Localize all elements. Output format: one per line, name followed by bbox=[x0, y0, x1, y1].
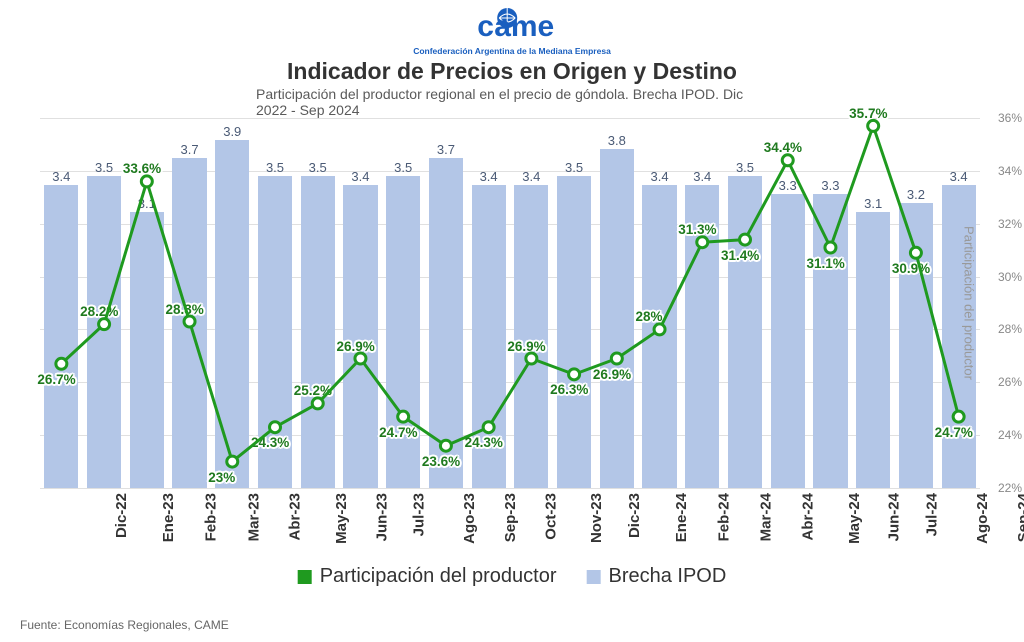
line-marker bbox=[227, 456, 238, 467]
x-axis-label: May-24 bbox=[846, 493, 863, 544]
logo-ame: ame bbox=[494, 10, 554, 43]
line-marker bbox=[398, 411, 409, 422]
right-axis-title: Participación del productor bbox=[962, 226, 977, 380]
x-axis-label: Jul-24 bbox=[924, 493, 941, 536]
x-axis-label: Jun-23 bbox=[373, 493, 390, 541]
right-tick: 36% bbox=[998, 111, 1022, 125]
chart-subtitle: Participación del productor regional en … bbox=[256, 86, 768, 118]
logo: c ame Confederación Argentina de la Medi… bbox=[413, 6, 611, 56]
came-logo-icon: c ame bbox=[427, 6, 597, 46]
x-axis-label: Abr-24 bbox=[800, 493, 817, 541]
x-axis-label: Mar-24 bbox=[758, 493, 775, 541]
x-axis-label: Nov-23 bbox=[588, 493, 605, 543]
x-axis-label: Dic-23 bbox=[626, 493, 643, 538]
legend-label-bars: Brecha IPOD bbox=[608, 565, 726, 588]
x-axis-label: Abr-23 bbox=[287, 493, 304, 541]
source-line: Fuente: Economías Regionales, CAME bbox=[20, 618, 229, 632]
right-tick: 32% bbox=[998, 217, 1022, 231]
line-marker bbox=[56, 358, 67, 369]
right-tick: 28% bbox=[998, 322, 1022, 336]
line-marker bbox=[270, 422, 281, 433]
x-axis-label: Feb-24 bbox=[715, 493, 732, 541]
line-marker bbox=[526, 353, 537, 364]
legend-label-line: Participación del productor bbox=[320, 565, 557, 588]
x-axis-label: Ene-24 bbox=[673, 493, 690, 542]
legend-item-bars: Brecha IPOD bbox=[586, 565, 726, 588]
line-marker bbox=[184, 316, 195, 327]
right-tick: 30% bbox=[998, 270, 1022, 284]
x-axis-label: Jun-24 bbox=[886, 493, 903, 541]
x-axis-label: Feb-23 bbox=[202, 493, 219, 541]
line-marker bbox=[141, 176, 152, 187]
line-marker bbox=[611, 353, 622, 364]
line-marker bbox=[355, 353, 366, 364]
line-marker bbox=[440, 440, 451, 451]
x-axis-label: Sep-23 bbox=[502, 493, 519, 542]
right-tick: 26% bbox=[998, 375, 1022, 389]
x-axis-label: Ago-24 bbox=[974, 493, 991, 544]
line-marker bbox=[953, 411, 964, 422]
x-axis-label: Dic-22 bbox=[113, 493, 130, 538]
line-path bbox=[61, 126, 958, 462]
logo-subtitle: Confederación Argentina de la Mediana Em… bbox=[413, 46, 611, 56]
line-layer bbox=[40, 118, 980, 488]
x-axis-label: Mar-23 bbox=[245, 493, 262, 541]
line-marker bbox=[697, 237, 708, 248]
line-marker bbox=[569, 369, 580, 380]
legend: Participación del productor Brecha IPOD bbox=[298, 565, 727, 588]
legend-swatch-line bbox=[298, 570, 312, 584]
x-axis-label: Jul-23 bbox=[411, 493, 428, 536]
line-marker bbox=[483, 422, 494, 433]
line-marker bbox=[910, 247, 921, 258]
right-tick: 24% bbox=[998, 428, 1022, 442]
legend-swatch-bars bbox=[586, 570, 600, 584]
line-marker bbox=[740, 234, 751, 245]
x-axis-label: Sep-24 bbox=[1015, 493, 1024, 542]
chart-title: Indicador de Precios en Origen y Destino bbox=[287, 58, 737, 85]
line-marker bbox=[782, 155, 793, 166]
line-marker bbox=[825, 242, 836, 253]
gridline bbox=[40, 488, 980, 489]
x-axis-label: May-23 bbox=[333, 493, 350, 544]
x-axis-label: Ago-23 bbox=[461, 493, 478, 544]
right-tick: 34% bbox=[998, 164, 1022, 178]
line-marker bbox=[312, 398, 323, 409]
line-marker bbox=[654, 324, 665, 335]
plot-area: 22%24%26%28%30%32%34%36%3.4Dic-223.5Ene-… bbox=[40, 118, 980, 489]
x-axis-label: Oct-23 bbox=[542, 493, 559, 540]
line-marker bbox=[868, 120, 879, 131]
line-marker bbox=[99, 319, 110, 330]
legend-item-line: Participación del productor bbox=[298, 565, 557, 588]
logo-c: c bbox=[477, 10, 494, 43]
x-axis-label: Ene-23 bbox=[160, 493, 177, 542]
